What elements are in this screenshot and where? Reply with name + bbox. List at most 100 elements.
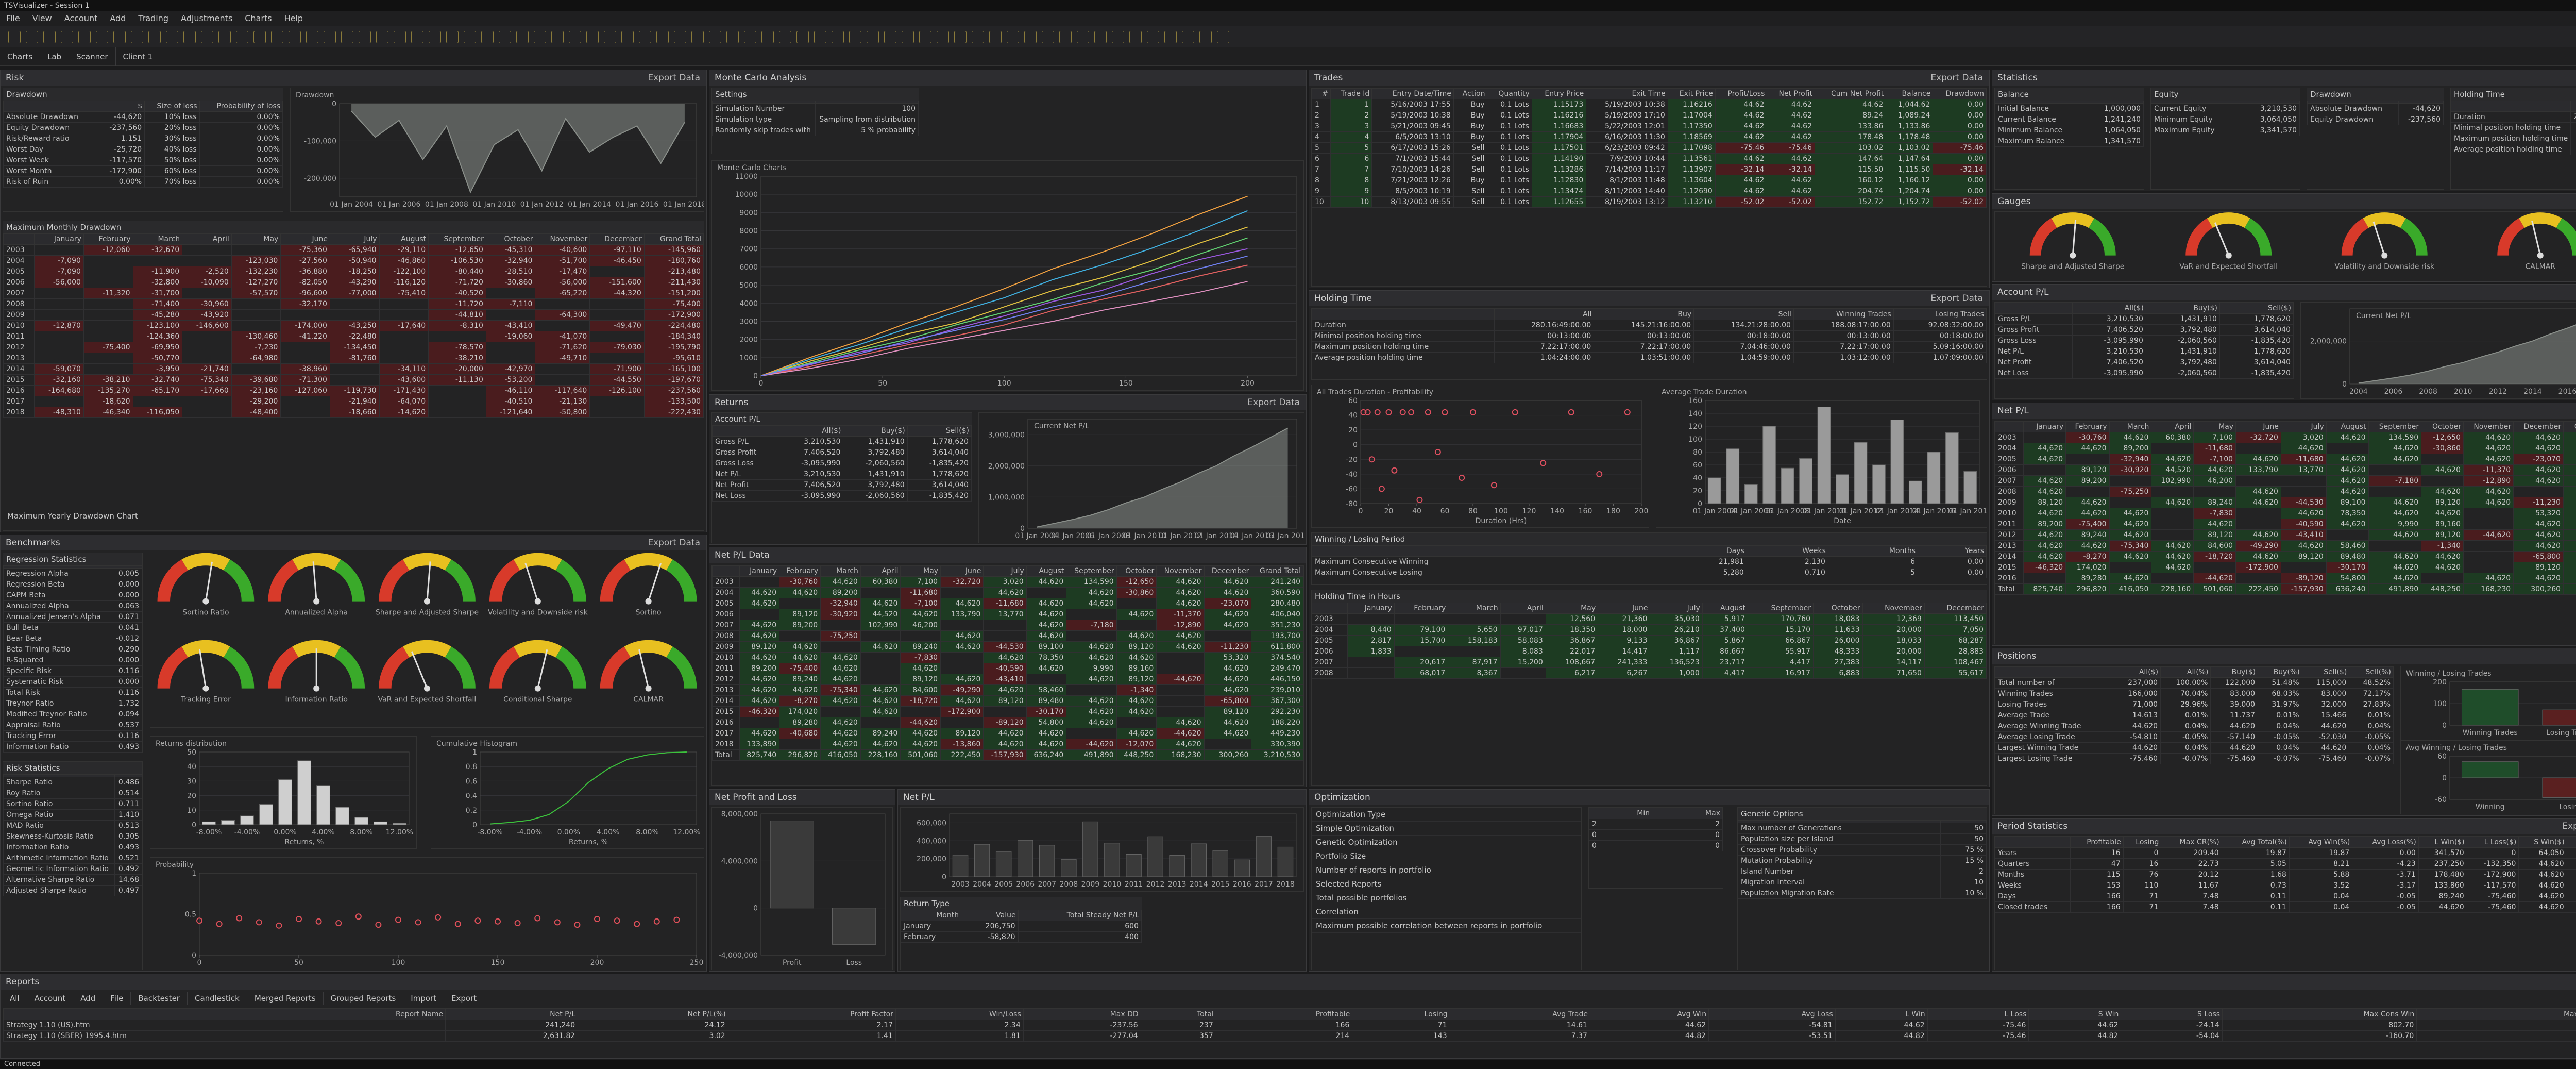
toolbar-icon[interactable] [78, 31, 91, 43]
toolbar-icon[interactable] [972, 31, 984, 43]
toolbar-icon[interactable] [884, 31, 896, 43]
menu-item[interactable]: File [6, 13, 20, 23]
toolbar-icon[interactable] [253, 31, 266, 43]
toolbar-icon[interactable] [306, 31, 318, 43]
toolbar-icon[interactable] [1147, 31, 1159, 43]
toolbar-icon[interactable] [411, 31, 423, 43]
menu-item[interactable]: Charts [245, 13, 272, 23]
toolbar-icon[interactable] [201, 31, 213, 43]
toolbar-icon[interactable] [429, 31, 441, 43]
panel-tab[interactable]: Account [27, 992, 74, 1005]
toolbar-icon[interactable] [1059, 31, 1072, 43]
toolbar-icon[interactable] [919, 31, 931, 43]
toolbar-icon[interactable] [1112, 31, 1124, 43]
export-button[interactable]: Export Data [1247, 397, 1300, 408]
toolbar-icon[interactable] [96, 31, 108, 43]
toolbar-icon[interactable] [394, 31, 406, 43]
toolbar-icon[interactable] [289, 31, 301, 43]
toolbar-icon[interactable] [586, 31, 599, 43]
toolbar-icon[interactable] [1182, 31, 1194, 43]
toolbar-icon[interactable] [341, 31, 353, 43]
toolbar-icon[interactable] [814, 31, 826, 43]
toolbar-icon[interactable] [744, 31, 756, 43]
panel-tab[interactable]: All [3, 992, 27, 1005]
toolbar-icon[interactable] [166, 31, 178, 43]
toolbar-icon[interactable] [1129, 31, 1142, 43]
toolbar-icon[interactable] [1077, 31, 1089, 43]
window-tab[interactable]: Charts [0, 47, 41, 66]
toolbar-icon[interactable] [1217, 31, 1229, 43]
toolbar-icon[interactable] [709, 31, 721, 43]
toolbar-icon[interactable] [26, 31, 38, 43]
toolbar-icon[interactable] [446, 31, 459, 43]
toolbar-icon[interactable] [464, 31, 476, 43]
toolbar-icon[interactable] [534, 31, 546, 43]
toolbar-icon[interactable] [849, 31, 861, 43]
toolbar-icon[interactable] [989, 31, 1002, 43]
toolbar-icon[interactable] [61, 31, 73, 43]
panel-tab[interactable]: Candlestick [188, 992, 247, 1005]
toolbar-icon[interactable] [832, 31, 844, 43]
toolbar-icon[interactable] [902, 31, 914, 43]
export-button[interactable]: Export Data [1930, 73, 1983, 83]
toolbar-icon[interactable] [481, 31, 494, 43]
window-tab[interactable]: Client 1 [116, 47, 161, 66]
panel-tab[interactable]: Add [73, 992, 104, 1005]
toolbar-icon[interactable] [1024, 31, 1037, 43]
panel-tab[interactable]: Grouped Reports [324, 992, 404, 1005]
panel-button[interactable]: Import [403, 992, 445, 1005]
toolbar-icon[interactable] [621, 31, 634, 43]
menu-item[interactable]: Add [110, 13, 126, 23]
panel-tab[interactable]: Backtester [131, 992, 188, 1005]
toolbar-icon[interactable] [867, 31, 879, 43]
toolbar-icon[interactable] [674, 31, 686, 43]
toolbar-icon[interactable] [656, 31, 669, 43]
toolbar-icon[interactable] [1042, 31, 1054, 43]
toolbar-icon[interactable] [1094, 31, 1107, 43]
toolbar-icon[interactable] [779, 31, 791, 43]
toolbar-icon[interactable] [376, 31, 388, 43]
export-button[interactable]: Export Data [648, 538, 700, 548]
toolbar-icon[interactable] [1007, 31, 1019, 43]
toolbar-icon[interactable] [271, 31, 283, 43]
export-button[interactable]: Export Data [648, 73, 700, 83]
toolbar-icon[interactable] [691, 31, 704, 43]
column-header: Buy($) [2210, 666, 2259, 678]
menu-item[interactable]: Trading [138, 13, 169, 23]
panel-tab[interactable]: Merged Reports [247, 992, 324, 1005]
table-cell: Omega Ratio [3, 809, 115, 821]
panel-tab[interactable]: File [103, 992, 131, 1005]
toolbar-icon[interactable] [183, 31, 196, 43]
panel-button[interactable]: Export [444, 992, 485, 1005]
toolbar-icon[interactable] [148, 31, 161, 43]
toolbar-icon[interactable] [113, 31, 126, 43]
toolbar-icon[interactable] [1199, 31, 1212, 43]
toolbar-icon[interactable] [569, 31, 581, 43]
toolbar-icon[interactable] [324, 31, 336, 43]
toolbar-icon[interactable] [761, 31, 774, 43]
toolbar-icon[interactable] [726, 31, 739, 43]
toolbar-icon[interactable] [131, 31, 143, 43]
toolbar-icon[interactable] [499, 31, 511, 43]
toolbar-icon[interactable] [604, 31, 616, 43]
window-tab[interactable]: Scanner [69, 47, 116, 66]
toolbar-icon[interactable] [43, 31, 56, 43]
export-button[interactable]: Export Data [2562, 821, 2576, 831]
window-tab[interactable]: Lab [40, 47, 70, 66]
toolbar-icon[interactable] [954, 31, 967, 43]
menu-item[interactable]: Adjustments [181, 13, 233, 23]
toolbar-icon[interactable] [8, 31, 21, 43]
export-button[interactable]: Export Data [1930, 293, 1983, 304]
toolbar-icon[interactable] [236, 31, 248, 43]
toolbar-icon[interactable] [796, 31, 809, 43]
menu-item[interactable]: View [32, 13, 52, 23]
toolbar-icon[interactable] [551, 31, 564, 43]
toolbar-icon[interactable] [218, 31, 231, 43]
toolbar-icon[interactable] [516, 31, 529, 43]
menu-item[interactable]: Help [284, 13, 303, 23]
menu-item[interactable]: Account [64, 13, 98, 23]
toolbar-icon[interactable] [937, 31, 949, 43]
toolbar-icon[interactable] [639, 31, 651, 43]
toolbar-icon[interactable] [359, 31, 371, 43]
toolbar-icon[interactable] [1164, 31, 1177, 43]
